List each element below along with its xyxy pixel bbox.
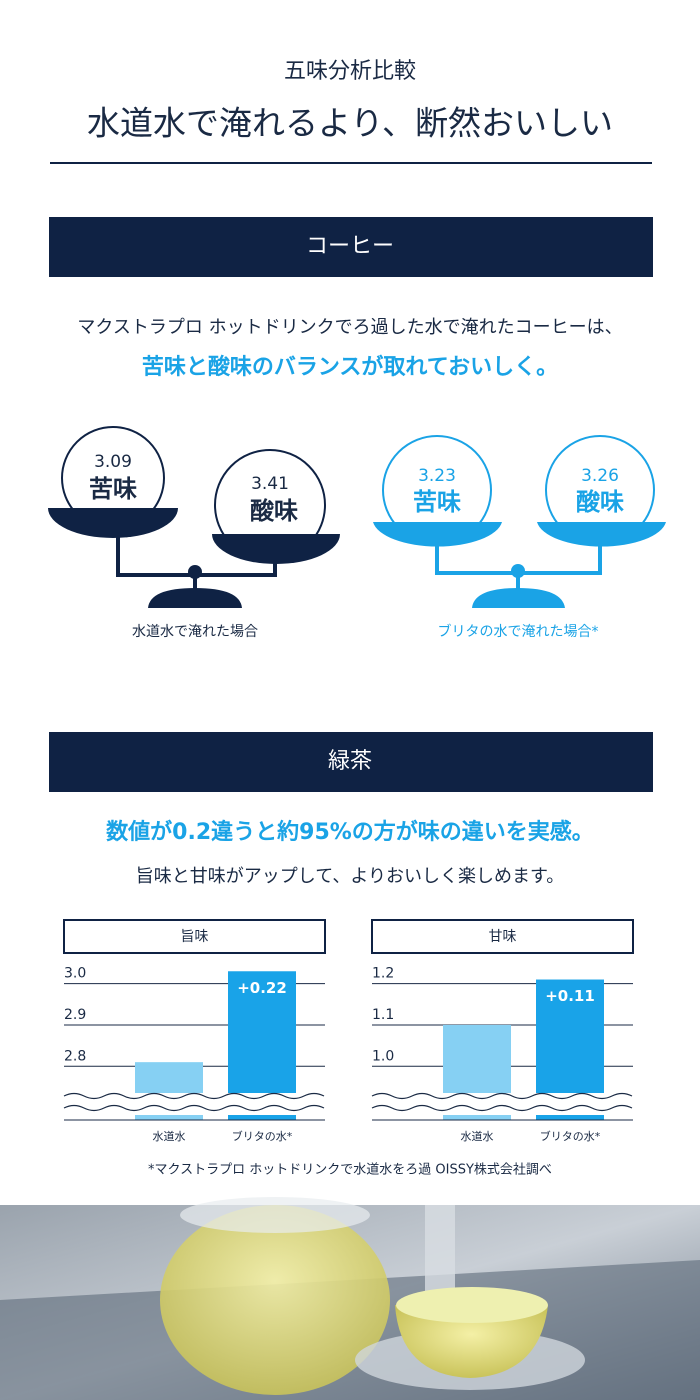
section-bar — [49, 732, 653, 792]
x-tick-label: ブリタの水* — [232, 1129, 293, 1143]
scale-tap-water — [48, 426, 340, 608]
body-text: マクストラプロ ホットドリンクでろ過した水で淹れたコーヒーは、 — [77, 317, 622, 338]
section-heading: コーヒー — [306, 234, 394, 259]
highlight: 数値が0.2違うと約95%の方が味の違いを実感。 — [106, 819, 594, 845]
taste-label: 苦味 — [413, 488, 461, 516]
x-tick-label: ブリタの水* — [540, 1129, 601, 1143]
y-tick-label: 3.0 — [64, 966, 86, 982]
chart-title-box — [63, 919, 326, 954]
chart-title-box — [371, 919, 634, 954]
scale-brita-water — [373, 435, 666, 608]
break-wave — [371, 1104, 633, 1112]
scale-caption: ブリタの水で淹れた場合* — [438, 623, 599, 640]
body-text: 旨味と甘味がアップして、よりおいしく楽しめます。 — [136, 866, 564, 887]
diff-label: +0.22 — [237, 979, 287, 997]
y-tick-label: 2.8 — [64, 1048, 86, 1064]
section-bar — [49, 217, 653, 277]
y-tick-label: 1.0 — [372, 1048, 394, 1064]
chart-title: 旨味 — [181, 929, 209, 945]
diff-label: +0.11 — [545, 987, 595, 1005]
score: 3.26 — [581, 466, 619, 486]
footnote: *マクストラプロ ホットドリンクで水道水をろ過 OISSY株式会社調べ — [148, 1163, 552, 1178]
break-wave — [63, 1092, 325, 1100]
title: 水道水で淹れるより、断然おいしい — [87, 104, 613, 143]
subtitle: 五味分析比較 — [284, 59, 416, 84]
charts: 旨味 2.8 2.9 3.0 水道水 ブリタの水* +0.22 甘味 1.0 1.1 1.2 水道水 ブ… — [62, 919, 635, 1143]
taste-label: 酸味 — [576, 488, 624, 516]
x-tick-label: 水道水 — [461, 1129, 494, 1143]
axis-break — [62, 1093, 327, 1115]
x-tick-label: 水道水 — [153, 1129, 186, 1143]
section-heading: 緑茶 — [328, 749, 372, 774]
y-tick-label: 1.2 — [372, 966, 394, 982]
photo — [0, 1197, 700, 1400]
score: 3.23 — [418, 466, 456, 486]
highlight: 苦味と酸味のバランスが取れておいしく。 — [142, 354, 558, 380]
break-wave — [371, 1092, 633, 1100]
y-tick-label: 1.1 — [372, 1007, 394, 1023]
break-wave — [63, 1104, 325, 1112]
taste-label: 酸味 — [250, 497, 298, 525]
score: 3.41 — [251, 474, 289, 494]
y-tick-label: 2.9 — [64, 1007, 86, 1023]
score: 3.09 — [94, 452, 132, 472]
chart-title: 甘味 — [489, 929, 517, 945]
taste-label: 苦味 — [89, 475, 137, 503]
scale-caption: 水道水で淹れた場合 — [132, 624, 258, 640]
axis-break — [370, 1093, 635, 1115]
